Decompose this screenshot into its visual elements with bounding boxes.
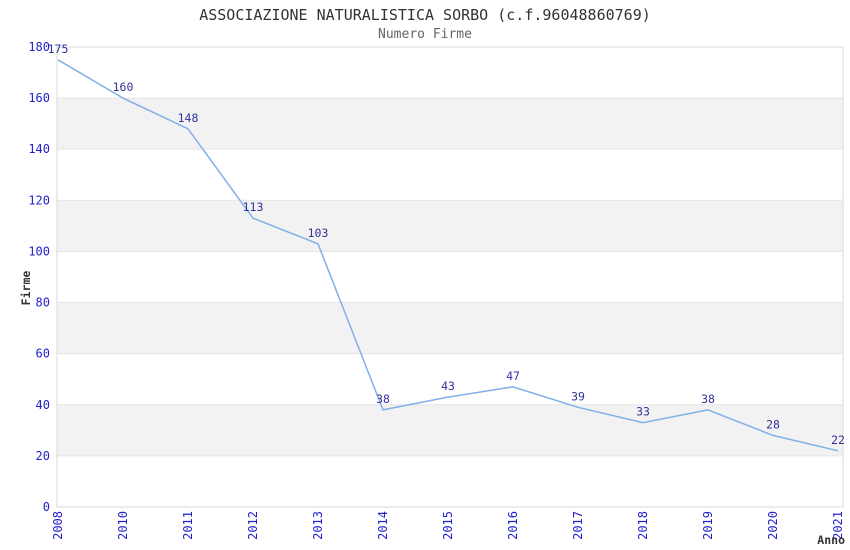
x-tick-label: 2008 bbox=[51, 511, 65, 540]
data-label: 160 bbox=[113, 80, 134, 94]
data-label: 22 bbox=[831, 433, 845, 447]
chart-subtitle: Numero Firme bbox=[378, 27, 472, 42]
chart-title: ASSOCIAZIONE NATURALISTICA SORBO (c.f.96… bbox=[199, 6, 651, 24]
data-label: 148 bbox=[178, 111, 199, 125]
plot-band bbox=[57, 200, 843, 252]
x-tick-label: 2011 bbox=[181, 511, 195, 540]
data-label: 47 bbox=[506, 369, 520, 383]
data-label: 28 bbox=[766, 417, 780, 431]
x-tick-label: 2014 bbox=[376, 511, 390, 540]
x-axis-title: Anno bbox=[817, 533, 845, 547]
x-tick-label: 2012 bbox=[246, 511, 260, 540]
data-label: 38 bbox=[376, 392, 390, 406]
y-tick-label: 160 bbox=[28, 91, 50, 105]
x-tick-label: 2015 bbox=[441, 511, 455, 540]
y-tick-label: 60 bbox=[36, 347, 50, 361]
y-tick-label: 120 bbox=[28, 193, 50, 207]
data-label: 113 bbox=[243, 200, 264, 214]
x-tick-label: 2019 bbox=[701, 511, 715, 540]
data-label: 38 bbox=[701, 392, 715, 406]
x-tick-label: 2021 bbox=[831, 511, 845, 540]
plot-band bbox=[57, 404, 843, 456]
x-tick-label: 2018 bbox=[636, 511, 650, 540]
series-line bbox=[57, 59, 839, 452]
data-label: 175 bbox=[48, 42, 69, 56]
plot-border bbox=[56, 46, 844, 508]
data-label: 39 bbox=[571, 389, 585, 403]
y-tick-label: 40 bbox=[36, 398, 50, 412]
x-tick-label: 2017 bbox=[571, 511, 585, 540]
y-tick-label: 80 bbox=[36, 296, 50, 310]
y-tick-label: 20 bbox=[36, 449, 50, 463]
x-tick-label: 2010 bbox=[116, 511, 130, 540]
data-label: 33 bbox=[636, 405, 650, 419]
data-label: 43 bbox=[441, 379, 455, 393]
y-tick-label: 100 bbox=[28, 244, 50, 258]
x-tick-label: 2016 bbox=[506, 511, 520, 540]
plot-band bbox=[57, 302, 843, 354]
x-tick-label: 2020 bbox=[766, 511, 780, 540]
y-tick-label: 140 bbox=[28, 142, 50, 156]
x-tick-label: 2013 bbox=[311, 511, 325, 540]
data-label: 103 bbox=[308, 226, 329, 240]
y-tick-label: 0 bbox=[43, 500, 50, 514]
y-axis-title: Firme bbox=[19, 270, 33, 306]
y-tick-label: 180 bbox=[28, 40, 50, 54]
plot-band bbox=[57, 98, 843, 150]
